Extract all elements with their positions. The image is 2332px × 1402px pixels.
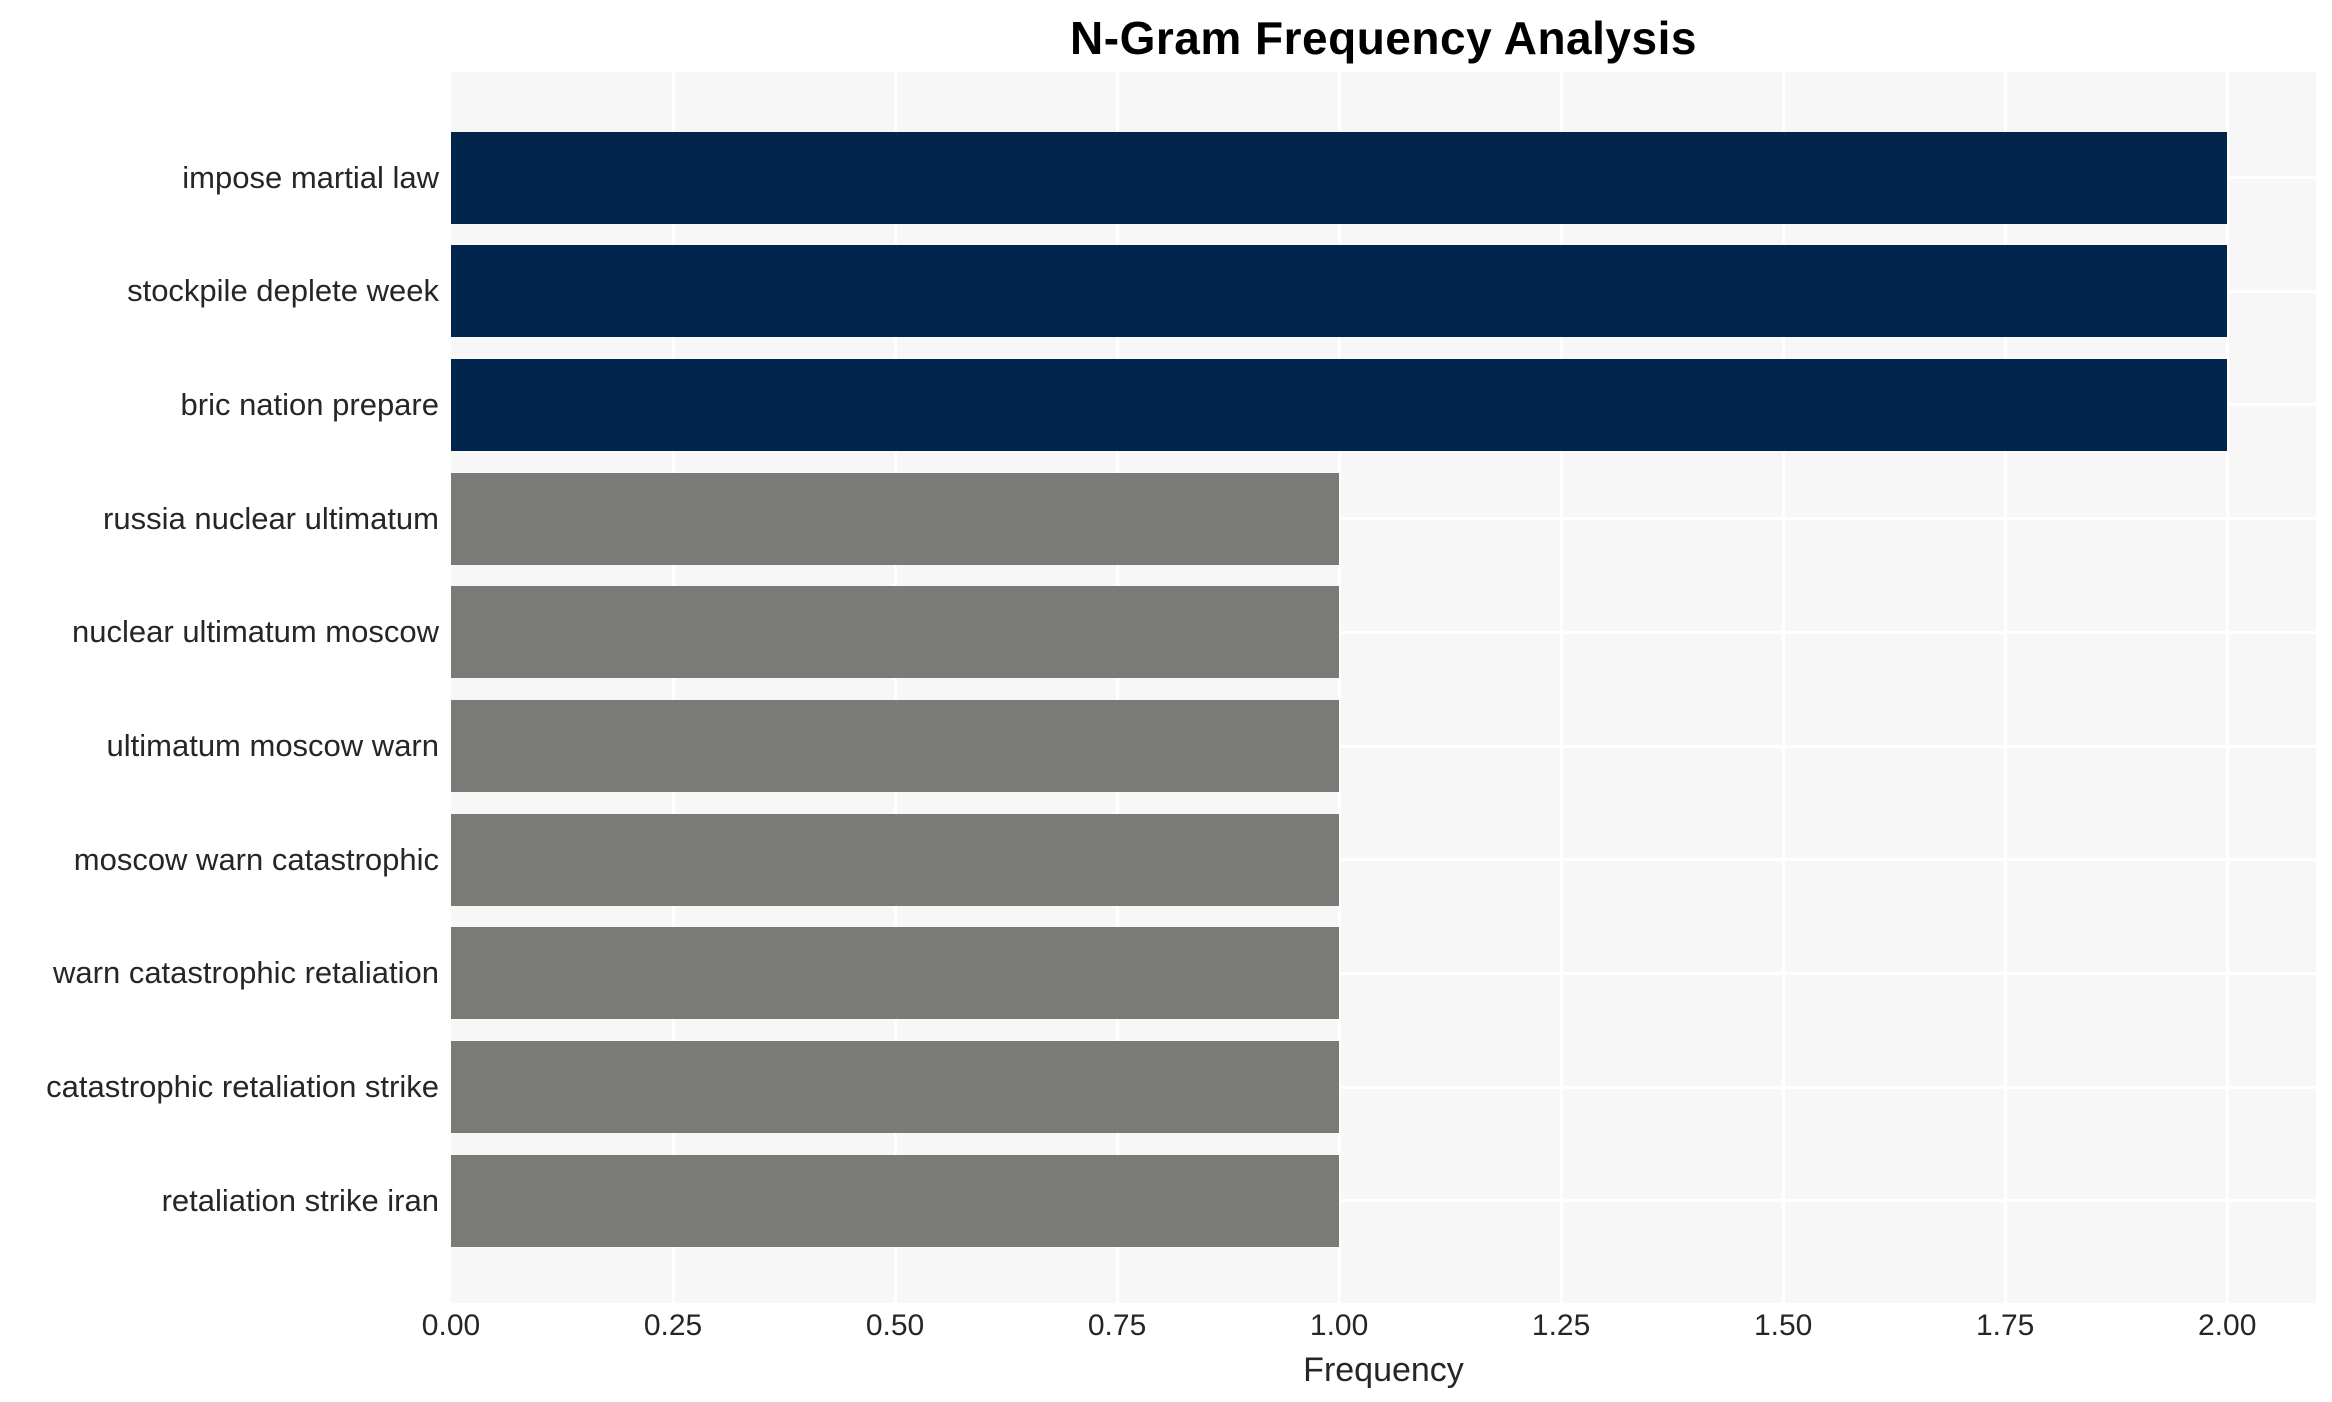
y-tick-label: impose martial law <box>182 159 439 195</box>
y-tick-label: warn catastrophic retaliation <box>53 955 439 991</box>
x-tick-label: 0.50 <box>865 1309 925 1342</box>
x-tick-label: 1.75 <box>1975 1309 2035 1342</box>
bar <box>451 245 2228 338</box>
gridline-horizontal <box>451 517 2316 521</box>
y-tick-label: bric nation prepare <box>180 386 440 422</box>
x-tick-label: 0.25 <box>643 1309 703 1342</box>
bar <box>451 927 1340 1020</box>
bar <box>451 586 1340 679</box>
x-tick-label: 1.50 <box>1753 1309 1813 1342</box>
gridline-vertical <box>1337 72 1341 1303</box>
x-tick-label: 1.00 <box>1309 1309 1369 1342</box>
x-tick-label: 0.00 <box>421 1309 481 1342</box>
gridline-vertical <box>893 72 897 1303</box>
gridline-horizontal <box>451 858 2316 862</box>
y-tick-label: catastrophic retaliation strike <box>46 1069 439 1105</box>
x-axis-ticks: 0.00 0.25 0.50 0.75 1.00 1.25 1.50 1.75 2.00 <box>0 1309 2332 1349</box>
bar <box>451 813 1340 906</box>
gridline-horizontal <box>451 1085 2316 1089</box>
bar <box>451 131 2228 224</box>
gridline-vertical <box>1115 72 1119 1303</box>
bar <box>451 1041 1340 1134</box>
plot-area <box>451 72 2316 1303</box>
x-axis-label: Frequency <box>1303 1351 1464 1389</box>
x-tick-label: 2.00 <box>2197 1309 2257 1342</box>
y-tick-label: retaliation strike iran <box>161 1182 439 1218</box>
gridline-horizontal <box>451 630 2316 634</box>
gridline-vertical <box>2225 72 2229 1303</box>
y-tick-label: nuclear ultimatum moscow <box>72 614 439 650</box>
gridline-vertical <box>671 72 675 1303</box>
gridline-horizontal <box>451 1199 2316 1203</box>
y-tick-label: ultimatum moscow warn <box>106 728 439 763</box>
bar <box>451 358 2228 451</box>
chart-title: N-Gram Frequency Analysis <box>1070 12 1697 64</box>
gridline-horizontal <box>451 744 2316 748</box>
bar <box>451 700 1340 792</box>
y-tick-label: stockpile deplete week <box>127 273 439 309</box>
gridline-horizontal <box>451 971 2316 975</box>
x-tick-label: 1.25 <box>1531 1309 1591 1342</box>
y-tick-label: moscow warn catastrophic <box>73 841 439 877</box>
gridline-vertical <box>1559 72 1563 1303</box>
gridline-vertical <box>1781 72 1785 1303</box>
x-tick-label: 0.75 <box>1087 1309 1147 1342</box>
bar <box>451 1154 1340 1247</box>
bar <box>451 472 1340 565</box>
gridline-vertical <box>2003 72 2007 1303</box>
y-axis-labels: impose martial law stockpile deplete week… <box>0 72 439 1303</box>
y-tick-label: russia nuclear ultimatum <box>103 500 439 536</box>
